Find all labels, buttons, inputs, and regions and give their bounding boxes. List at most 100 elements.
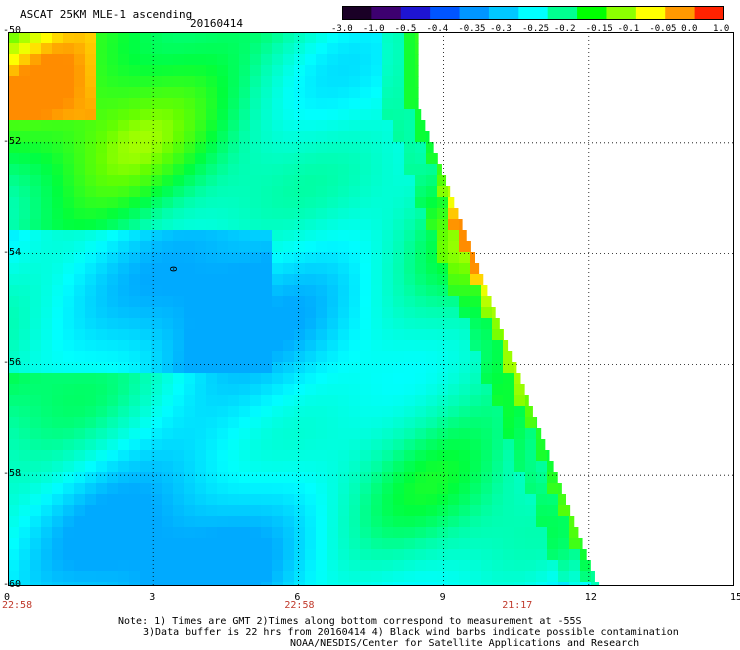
- map-cell: [96, 54, 108, 66]
- map-cell: [63, 494, 75, 506]
- map-cell: [63, 219, 75, 231]
- map-cell: [19, 164, 31, 176]
- map-cell: [8, 307, 20, 319]
- map-cell: [283, 296, 295, 308]
- map-cell: [327, 208, 339, 220]
- map-cell: [503, 406, 515, 418]
- map-cell: [52, 494, 64, 506]
- map-cell: [63, 362, 75, 374]
- map-cell: [426, 175, 438, 187]
- colorbar-label: 1.0: [713, 24, 730, 34]
- map-cell: [107, 472, 119, 484]
- map-cell: [74, 549, 86, 561]
- map-cell: [547, 571, 559, 583]
- map-cell: [250, 340, 262, 352]
- map-cell: [393, 527, 405, 539]
- map-cell: [129, 340, 141, 352]
- map-cell: [349, 76, 361, 88]
- map-cell: [360, 538, 372, 550]
- map-cell: [283, 428, 295, 440]
- map-cell: [85, 494, 97, 506]
- map-cell: [294, 87, 306, 99]
- map-cell: [393, 164, 405, 176]
- map-cell: [294, 120, 306, 132]
- map-cell: [305, 109, 317, 121]
- map-cell: [272, 362, 284, 374]
- map-cell: [382, 32, 394, 44]
- map-cell: [52, 329, 64, 341]
- map-cell: [195, 120, 207, 132]
- map-cell: [217, 373, 229, 385]
- map-cell: [294, 560, 306, 572]
- map-cell: [107, 274, 119, 286]
- map-cell: [338, 65, 350, 77]
- map-cell: [415, 208, 427, 220]
- map-cell: [305, 164, 317, 176]
- map-cell: [514, 428, 526, 440]
- map-cell: [140, 362, 152, 374]
- map-cell: [184, 428, 196, 440]
- map-cell: [481, 274, 484, 286]
- map-cell: [448, 296, 460, 308]
- map-cell: [327, 450, 339, 462]
- map-cell: [492, 428, 504, 440]
- map-cell: [118, 87, 130, 99]
- map-cell: [173, 351, 185, 363]
- map-cell: [338, 527, 350, 539]
- map-cell: [140, 395, 152, 407]
- map-cell: [151, 153, 163, 165]
- map-cell: [19, 296, 31, 308]
- map-cell: [184, 494, 196, 506]
- map-cell: [393, 472, 405, 484]
- map-cell: [206, 505, 218, 517]
- map-cell: [338, 164, 350, 176]
- map-cell: [52, 76, 64, 88]
- map-cell: [393, 175, 405, 187]
- map-cell: [129, 505, 141, 517]
- map-cell: [140, 197, 152, 209]
- map-cell: [173, 43, 185, 55]
- map-cell: [393, 505, 405, 517]
- map-cell: [283, 406, 295, 418]
- map-cell: [239, 65, 251, 77]
- map-cell: [272, 142, 284, 154]
- map-cell: [129, 208, 141, 220]
- map-cell: [470, 538, 482, 550]
- map-cell: [536, 538, 548, 550]
- map-cell: [239, 230, 251, 242]
- map-cell: [272, 87, 284, 99]
- map-cell: [107, 450, 119, 462]
- map-cell: [118, 54, 130, 66]
- map-cell: [349, 450, 361, 462]
- map-cell: [107, 109, 119, 121]
- map-cell: [140, 428, 152, 440]
- map-cell: [371, 54, 383, 66]
- map-cell: [272, 32, 284, 44]
- map-cell: [338, 307, 350, 319]
- map-cell: [349, 549, 361, 561]
- map-cell: [96, 571, 108, 583]
- map-cell: [404, 494, 416, 506]
- map-cell: [19, 87, 31, 99]
- map-cell: [129, 54, 141, 66]
- map-cell: [327, 406, 339, 418]
- map-cell: [272, 98, 284, 110]
- map-cell: [338, 296, 350, 308]
- map-cell: [327, 230, 339, 242]
- map-cell: [338, 384, 350, 396]
- map-cell: [261, 76, 273, 88]
- map-cell: [536, 483, 548, 495]
- map-cell: [459, 527, 471, 539]
- map-cell: [327, 395, 339, 407]
- map-cell: [481, 406, 493, 418]
- map-cell: [63, 208, 75, 220]
- map-cell: [415, 109, 422, 121]
- map-cell: [382, 395, 394, 407]
- map-cell: [118, 461, 130, 473]
- map-cell: [228, 252, 240, 264]
- map-cell: [426, 340, 438, 352]
- map-cell: [151, 142, 163, 154]
- map-cell: [503, 505, 515, 517]
- map-cell: [184, 362, 196, 374]
- map-cell: [305, 472, 317, 484]
